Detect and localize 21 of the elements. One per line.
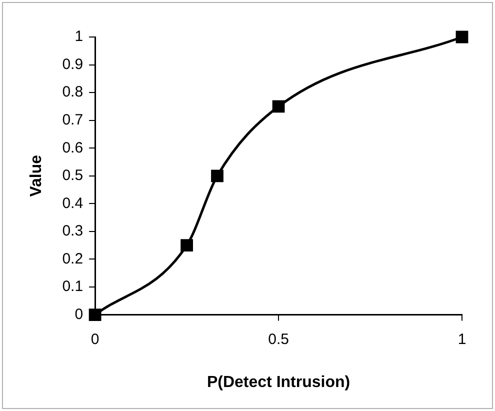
y-tick-label: 0.3: [62, 222, 84, 240]
y-tick-label: 0.4: [62, 194, 84, 212]
y-tick-label: 0.1: [62, 278, 84, 296]
y-tick-label: 0.8: [62, 84, 84, 101]
y-tick-label: 1: [74, 28, 84, 46]
point: [272, 100, 285, 113]
y-tick-label: 0.7: [62, 111, 84, 128]
x-axis-title: P(Detect Intrusion): [206, 374, 350, 391]
x-tick-label: 0: [90, 330, 100, 348]
point: [88, 308, 102, 321]
y-tick-label: 0.2: [62, 250, 84, 268]
x-tick-label: 0.5: [268, 330, 289, 348]
point: [180, 239, 193, 252]
y-tick-label: 0.6: [62, 139, 84, 156]
y-axis-title: Value: [28, 154, 46, 197]
point: [456, 30, 468, 44]
point: [211, 170, 224, 182]
y-tick-label: 0: [74, 306, 84, 323]
x-tick-label: 1: [458, 330, 466, 348]
y-tick-label: 0.9: [62, 56, 84, 73]
y-tick-label: 0.5: [62, 167, 84, 184]
